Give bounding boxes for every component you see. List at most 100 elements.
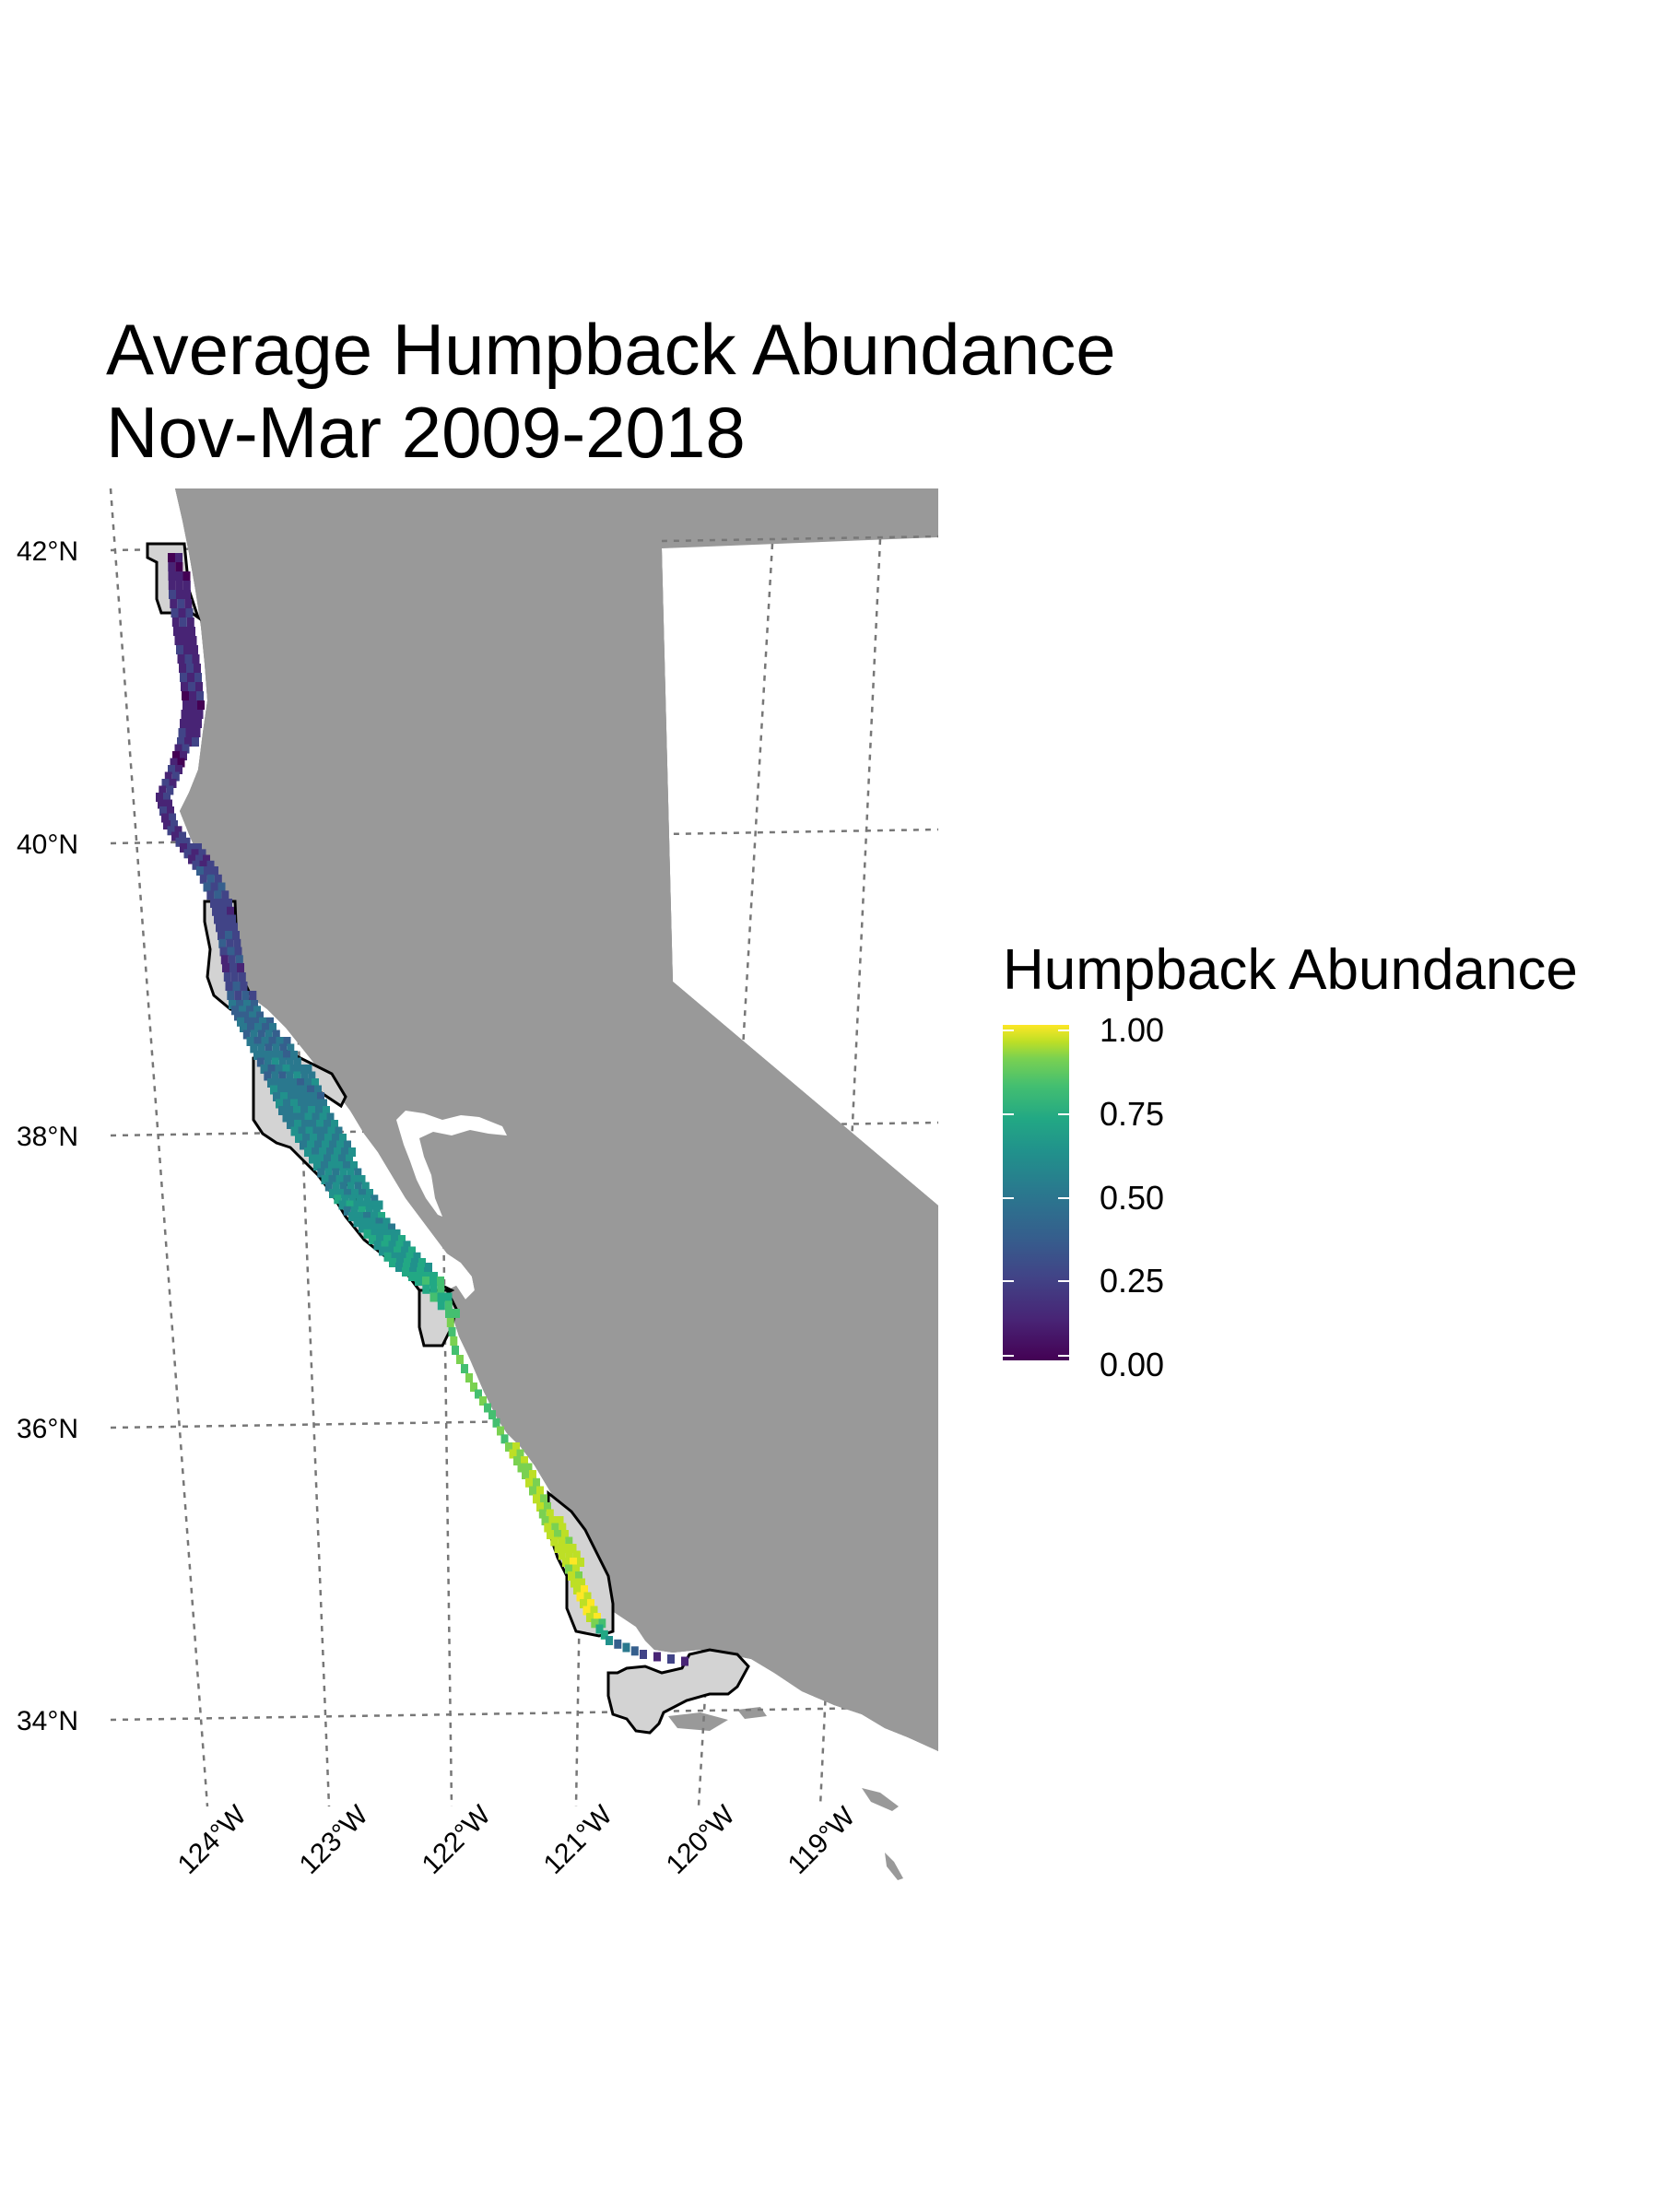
abundance-cell	[237, 963, 244, 972]
abundance-cell	[223, 972, 231, 982]
map-title-line-2: Nov-Mar 2009-2018	[106, 392, 746, 473]
abundance-cell	[292, 1085, 300, 1095]
abundance-cell	[214, 914, 221, 924]
abundance-cell	[182, 571, 191, 581]
abundance-cell	[363, 1194, 371, 1205]
abundance-cell	[177, 654, 185, 664]
legend-tick-mark	[1003, 1197, 1014, 1199]
abundance-cell	[191, 645, 198, 654]
abundance-cell	[302, 1092, 310, 1101]
abundance-cell	[344, 1140, 351, 1150]
abundance-cell	[166, 785, 174, 795]
abundance-cell	[158, 799, 165, 809]
abundance-cell	[358, 1175, 366, 1184]
abundance-cell	[363, 1212, 371, 1221]
abundance-cell	[348, 1147, 356, 1157]
abundance-cell	[562, 1558, 570, 1567]
abundance-cell	[578, 1578, 585, 1588]
abundance-cell	[173, 627, 181, 636]
abundance-cell	[234, 947, 242, 957]
abundance-cell	[188, 854, 195, 865]
abundance-cell	[554, 1530, 561, 1539]
abundance-cell	[590, 1606, 598, 1616]
abundance-cell	[169, 813, 176, 823]
abundance-cell	[164, 771, 172, 782]
abundance-cell	[347, 1168, 355, 1178]
abundance-cell	[287, 1043, 295, 1053]
abundance-cell	[408, 1246, 416, 1256]
abundance-cell	[278, 1071, 287, 1081]
abundance-cell	[332, 1168, 340, 1178]
abundance-cell	[422, 1284, 430, 1294]
lat-label-42: 42°N	[17, 536, 78, 567]
abundance-cell	[268, 1037, 276, 1046]
abundance-cell	[295, 1134, 302, 1143]
abundance-cell	[437, 1300, 445, 1311]
abundance-cell	[353, 1218, 361, 1228]
abundance-cell	[350, 1206, 359, 1216]
abundance-cell	[297, 1078, 304, 1088]
abundance-cell	[257, 1043, 265, 1053]
abundance-cell	[305, 1099, 312, 1109]
abundance-cell	[317, 1168, 325, 1178]
abundance-cell	[580, 1599, 587, 1608]
legend-tick-mark	[1003, 1030, 1014, 1031]
legend-title: Humpback Abundance	[1003, 938, 1578, 1002]
abundance-cell	[378, 1212, 385, 1221]
abundance-cell	[192, 654, 200, 664]
abundance-cell	[356, 1212, 363, 1221]
abundance-cell	[312, 1099, 320, 1109]
abundance-cell	[334, 1194, 342, 1205]
abundance-cell	[572, 1564, 580, 1574]
abundance-cell	[261, 1037, 269, 1046]
legend-label-000: 0.00	[1100, 1346, 1165, 1383]
abundance-cell	[445, 1309, 453, 1318]
abundance-cell	[453, 1309, 460, 1318]
abundance-cell	[312, 1078, 319, 1088]
abundance-cell	[307, 1085, 314, 1095]
abundance-cell	[172, 751, 180, 760]
abundance-cell	[175, 837, 183, 847]
abundance-cell	[256, 1057, 265, 1067]
abundance-cell	[461, 1364, 468, 1373]
abundance-cell	[175, 765, 182, 774]
abundance-cell	[317, 1092, 324, 1101]
abundance-cell	[177, 737, 184, 747]
abundance-cell	[319, 1112, 327, 1123]
abundance-cell	[186, 664, 194, 673]
lat-label-34: 34°N	[17, 1706, 78, 1736]
abundance-cell	[576, 1592, 584, 1602]
abundance-cell	[415, 1277, 422, 1286]
abundance-cell	[304, 1078, 312, 1088]
abundance-cell	[275, 1065, 283, 1074]
abundance-cell	[218, 931, 225, 940]
abundance-cell	[533, 1494, 540, 1504]
abundance-cell	[195, 682, 203, 691]
abundance-cell	[331, 1154, 338, 1164]
abundance-cell	[266, 1017, 274, 1027]
abundance-cell	[630, 1646, 639, 1656]
abundance-cell	[361, 1182, 370, 1192]
abundance-cell	[168, 553, 175, 562]
abundance-cell	[413, 1252, 421, 1262]
abundance-cell	[225, 982, 233, 991]
abundance-cell	[262, 1023, 269, 1032]
abundance-cell	[565, 1564, 572, 1574]
abundance-cell	[183, 645, 191, 654]
abundance-cell	[253, 1037, 262, 1046]
abundance-cell	[185, 608, 194, 618]
abundance-cell	[286, 1071, 294, 1081]
abundance-cell	[297, 1065, 305, 1074]
abundance-cell	[429, 1284, 438, 1294]
lat-label-40: 40°N	[17, 830, 78, 860]
abundance-cell	[497, 1426, 504, 1436]
abundance-cell	[256, 1011, 264, 1021]
lon-label-123: 123°W	[294, 1799, 375, 1880]
abundance-cell	[328, 1175, 336, 1184]
abundance-cell	[253, 1006, 261, 1016]
abundance-cell	[336, 1140, 344, 1150]
abundance-cell	[394, 1246, 401, 1256]
abundance-cell	[565, 1536, 573, 1547]
abundance-cell	[446, 1318, 454, 1327]
abundance-cell	[171, 771, 180, 782]
